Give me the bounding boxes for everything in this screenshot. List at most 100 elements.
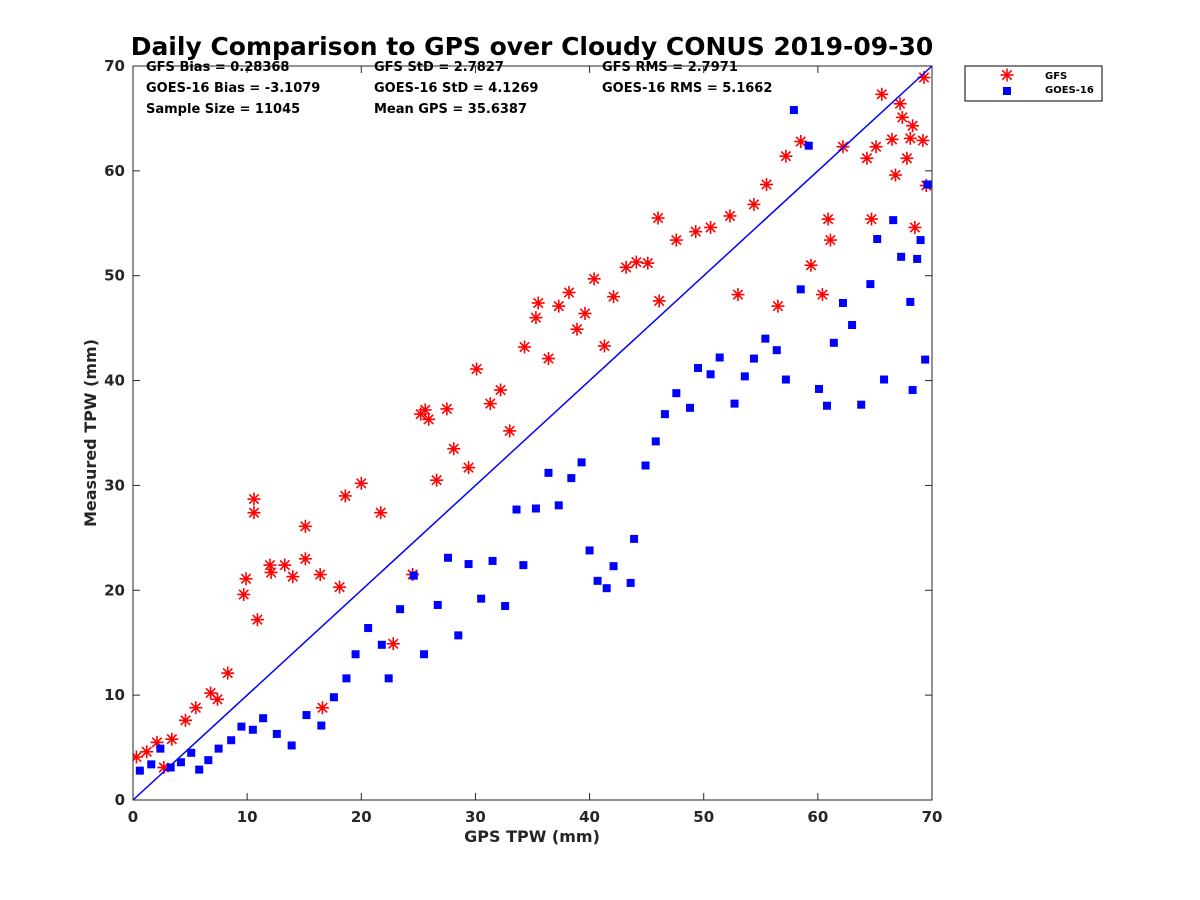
point-gfs [440, 402, 454, 416]
point-gfs [237, 587, 251, 601]
point-goes16 [364, 624, 373, 633]
point-gfs [541, 352, 555, 366]
point-goes16 [829, 338, 838, 347]
x-axis-label: GPS TPW (mm) [464, 827, 600, 846]
point-goes16 [272, 729, 281, 738]
point-gfs [885, 132, 899, 146]
point-gfs [447, 442, 461, 456]
point-goes16 [585, 546, 594, 555]
point-gfs [247, 506, 261, 520]
point-gfs [607, 290, 621, 304]
point-goes16 [593, 576, 602, 585]
point-gfs [704, 220, 718, 234]
legend-asterisk-icon [1000, 68, 1014, 82]
point-gfs [247, 492, 261, 506]
plot-area-frame [132, 65, 933, 801]
point-goes16 [916, 236, 925, 245]
point-goes16 [749, 354, 758, 363]
point-goes16 [531, 504, 540, 513]
point-goes16 [501, 602, 510, 611]
point-gfs [869, 140, 883, 154]
point-goes16 [913, 254, 922, 263]
point-gfs [430, 473, 444, 487]
point-goes16 [822, 401, 831, 410]
x-tick-label: 70 [922, 808, 943, 826]
point-gfs [354, 476, 368, 490]
point-gfs [888, 168, 902, 182]
point-gfs [570, 322, 584, 336]
point-goes16 [772, 346, 781, 355]
point-gfs [689, 225, 703, 239]
point-goes16 [706, 370, 715, 379]
point-goes16 [906, 297, 915, 306]
point-goes16 [135, 766, 144, 775]
y-tick-label: 50 [104, 267, 125, 285]
point-gfs [893, 97, 907, 111]
point-goes16 [694, 363, 703, 372]
point-goes16 [796, 285, 805, 294]
legend: GFS GOES-16 [964, 65, 1103, 102]
point-gfs [759, 177, 773, 191]
point-goes16 [789, 106, 798, 115]
point-gfs [221, 666, 235, 680]
point-goes16 [248, 725, 257, 734]
stat-goes16-rms: GOES-16 RMS = 5.1662 [602, 81, 772, 96]
point-gfs [150, 735, 164, 749]
point-goes16 [519, 561, 528, 570]
point-goes16 [342, 674, 351, 683]
point-gfs [315, 701, 329, 715]
y-tick-label: 30 [104, 476, 125, 494]
point-gfs [422, 412, 436, 426]
point-gfs [723, 209, 737, 223]
legend-marker-goes16 [1003, 87, 1011, 95]
point-gfs [823, 233, 837, 247]
point-goes16 [409, 571, 418, 580]
point-goes16 [166, 763, 175, 772]
point-gfs [503, 424, 517, 438]
point-goes16 [454, 631, 463, 640]
point-goes16 [554, 501, 563, 510]
point-goes16 [147, 760, 156, 769]
point-goes16 [660, 410, 669, 419]
point-gfs [338, 489, 352, 503]
point-goes16 [433, 600, 442, 609]
point-gfs [875, 87, 889, 101]
point-gfs [578, 306, 592, 320]
axis-ticks: 0 10 20 30 40 50 60 70 0 10 20 30 40 50 60 70 [104, 57, 942, 826]
point-gfs [165, 732, 179, 746]
point-gfs [552, 299, 566, 313]
point-gfs [641, 256, 655, 270]
point-gfs [298, 519, 312, 533]
legend-label-goes16: GOES-16 [1045, 85, 1094, 96]
one-to-one-line [132, 65, 933, 801]
point-goes16 [848, 320, 857, 329]
point-gfs [286, 570, 300, 584]
point-gfs [210, 692, 224, 706]
point-gfs [189, 701, 203, 715]
point-gfs [179, 713, 193, 727]
point-gfs [895, 110, 909, 124]
point-gfs [562, 285, 576, 299]
y-tick-label: 20 [104, 581, 125, 599]
point-gfs [865, 212, 879, 226]
point-gfs [239, 572, 253, 586]
x-tick-label: 10 [237, 808, 258, 826]
point-gfs [278, 558, 292, 572]
point-goes16 [156, 744, 165, 753]
point-goes16 [444, 553, 453, 562]
point-goes16 [814, 384, 823, 393]
point-gfs [418, 403, 432, 417]
y-tick-label: 10 [104, 686, 125, 704]
point-goes16 [740, 372, 749, 381]
point-goes16 [804, 141, 813, 150]
point-gfs [629, 255, 643, 269]
point-goes16 [857, 400, 866, 409]
legend-label-gfs: GFS [1045, 71, 1067, 82]
point-gfs [906, 119, 920, 133]
point-goes16 [630, 534, 639, 543]
point-gfs [250, 613, 264, 627]
x-tick-label: 60 [807, 808, 828, 826]
point-goes16 [715, 353, 724, 362]
point-goes16 [302, 711, 311, 720]
legend-square-icon [1003, 87, 1011, 95]
